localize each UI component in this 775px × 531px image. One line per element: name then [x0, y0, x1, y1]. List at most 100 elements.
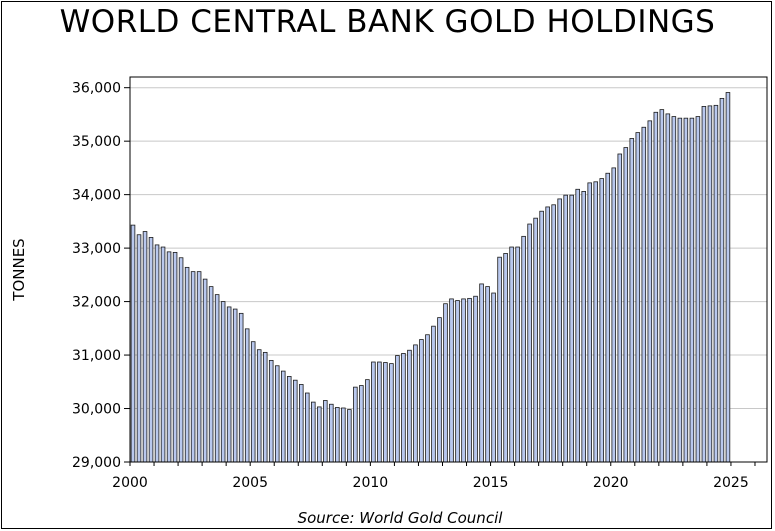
bar	[190, 271, 196, 463]
bar	[329, 403, 334, 463]
bar	[347, 409, 352, 463]
bar	[569, 194, 574, 463]
x-tick-label: 2000	[112, 475, 148, 491]
bar	[317, 406, 322, 463]
bar	[371, 361, 376, 463]
bar	[647, 120, 653, 463]
y-tick-label: 33,000	[72, 241, 121, 257]
bar	[491, 292, 496, 463]
bar	[521, 235, 526, 463]
bar	[563, 194, 568, 463]
y-tick-label: 34,000	[72, 188, 121, 204]
bar	[305, 392, 310, 463]
bar	[605, 172, 611, 463]
x-axis: 2000 2005 2010 2015 2020 2025	[112, 462, 756, 491]
bar	[341, 407, 346, 463]
bar	[443, 303, 448, 463]
bar	[671, 116, 677, 463]
bar	[611, 167, 617, 463]
bar	[268, 359, 274, 463]
bar	[365, 379, 370, 463]
y-tick-label: 36,000	[72, 81, 121, 97]
y-tick-label: 29,000	[72, 455, 121, 471]
bar	[653, 111, 659, 463]
bar	[407, 349, 412, 463]
bar	[581, 191, 586, 463]
bar	[184, 266, 190, 463]
bar	[683, 117, 689, 463]
bar	[539, 210, 544, 463]
bar	[413, 344, 418, 463]
bar	[196, 271, 202, 463]
bar	[641, 126, 647, 463]
x-tick-label: 2010	[353, 475, 389, 491]
bar	[292, 379, 298, 463]
bar	[431, 325, 436, 463]
bar	[353, 386, 358, 463]
bar	[587, 182, 592, 463]
bar	[503, 253, 508, 463]
bar	[244, 328, 250, 463]
bar	[395, 355, 400, 463]
bar	[323, 400, 328, 463]
x-tick-label: 2025	[713, 475, 749, 491]
bar	[286, 376, 292, 463]
bar	[311, 401, 316, 463]
bar	[148, 237, 154, 463]
bar	[274, 365, 280, 463]
bar	[695, 116, 701, 463]
bar	[359, 385, 364, 463]
bar	[713, 104, 719, 463]
bar	[280, 370, 286, 463]
bar	[166, 251, 172, 463]
bar	[455, 300, 460, 463]
bar	[545, 206, 550, 463]
y-axis-label: TONNES	[10, 238, 28, 301]
bar	[425, 334, 430, 463]
bar	[389, 363, 394, 463]
bar	[208, 286, 214, 463]
x-tick-label: 2015	[473, 475, 509, 491]
bar	[677, 117, 683, 463]
bar	[635, 132, 641, 463]
bar	[623, 147, 629, 463]
bar	[172, 251, 178, 463]
bar	[707, 105, 713, 463]
bar	[593, 181, 598, 463]
bar	[527, 223, 532, 463]
bar	[130, 224, 136, 463]
bar	[599, 178, 605, 463]
bar	[551, 204, 556, 463]
bar	[479, 283, 484, 463]
bar	[461, 298, 466, 463]
bar	[220, 301, 226, 463]
bar	[665, 113, 671, 463]
bar	[238, 312, 244, 463]
bar	[226, 306, 232, 463]
bar	[178, 257, 184, 463]
y-axis: 29,000 30,000 31,000 32,000 33,000 34,000 35,0…	[72, 81, 130, 471]
bar	[299, 384, 304, 463]
bar	[497, 256, 502, 463]
x-tick-label: 2005	[232, 475, 268, 491]
grid-lines	[130, 87, 767, 463]
bar	[533, 217, 538, 463]
y-tick-label: 35,000	[72, 134, 121, 150]
plot-area-border	[129, 76, 768, 463]
bar	[689, 117, 695, 463]
bar	[202, 278, 208, 463]
bar	[232, 308, 238, 463]
bar	[719, 97, 725, 463]
bar	[725, 92, 731, 463]
bar	[419, 339, 424, 463]
chart-title: WORLD CENTRAL BANK GOLD HOLDINGS	[59, 4, 716, 40]
bar	[485, 286, 490, 463]
bar	[473, 295, 478, 463]
bar	[142, 231, 148, 463]
bar	[214, 294, 220, 463]
y-tick-label: 30,000	[72, 402, 121, 418]
bar	[557, 198, 562, 463]
bar	[449, 298, 454, 463]
